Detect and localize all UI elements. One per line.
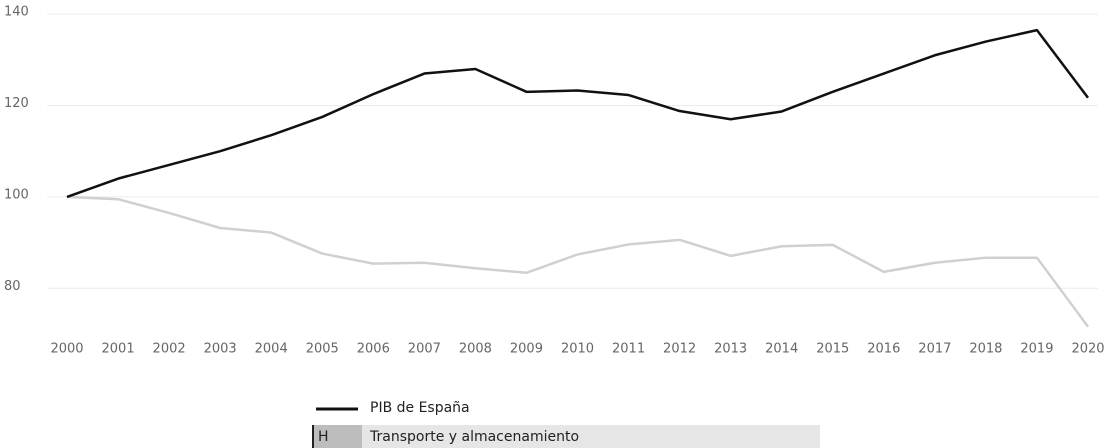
x-tick-label: 2000: [50, 342, 83, 357]
legend-label[interactable]: PIB de España: [370, 400, 470, 416]
y-tick-label: 140: [4, 5, 29, 20]
x-tick-label: 2020: [1071, 342, 1104, 357]
legend-focus-bar: [312, 425, 314, 448]
series-line: [66, 28, 1089, 199]
x-tick-label: 2006: [357, 342, 390, 357]
x-tick-label: 2011: [612, 342, 645, 357]
x-tick-label: 2013: [714, 342, 747, 357]
legend-label[interactable]: Transporte y almacenamiento: [369, 429, 579, 445]
x-tick-label: 2016: [867, 342, 900, 357]
x-tick-label: 2003: [204, 342, 237, 357]
x-tick-label: 2008: [459, 342, 492, 357]
x-tick-label: 2007: [408, 342, 441, 357]
x-tick-label: 2017: [918, 342, 951, 357]
x-tick-label: 2004: [255, 342, 288, 357]
plot: 80 100 120 140 2000 2001 2002 2003 2004 2005 2006 2…: [4, 5, 1105, 357]
legend-swatch: [312, 425, 362, 448]
x-tick-label: 2009: [510, 342, 543, 357]
x-tick-label: 2014: [765, 342, 798, 357]
y-tick-label: 100: [4, 187, 29, 202]
x-tick-label: 2018: [969, 342, 1002, 357]
x-tick-label: 2010: [561, 342, 594, 357]
x-tick-label: 2019: [1020, 342, 1053, 357]
y-tick-label: 80: [4, 279, 21, 294]
x-tick-label: 2001: [102, 342, 135, 357]
x-tick-label: 2002: [153, 342, 186, 357]
series-line: [66, 195, 1090, 328]
x-tick-label: 2015: [816, 342, 849, 357]
y-tick-label: 120: [4, 96, 29, 111]
x-tick-label: 2005: [306, 342, 339, 357]
x-tick-label: 2012: [663, 342, 696, 357]
legend-item-bg[interactable]: [312, 425, 820, 448]
legend-key-hint: H: [318, 429, 329, 445]
